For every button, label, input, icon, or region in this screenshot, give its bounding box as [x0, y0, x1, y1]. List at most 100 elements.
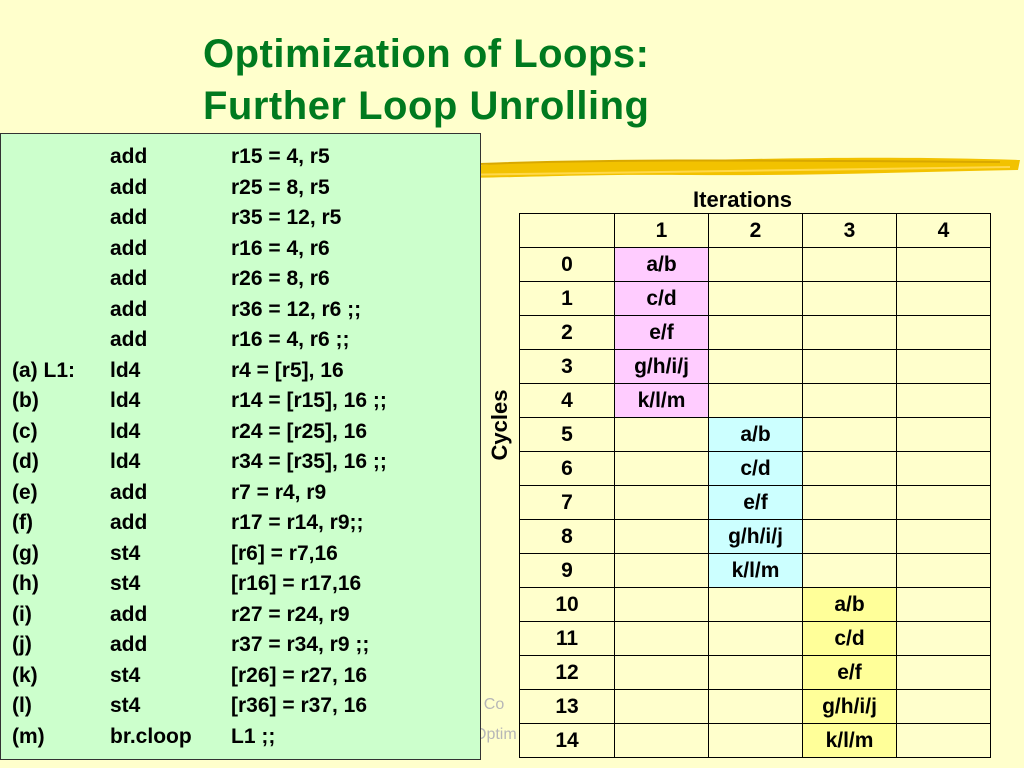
cycle-number: 10: [519, 587, 615, 622]
schedule-cell: k/l/m: [614, 383, 709, 418]
code-operands: r27 = r24, r9: [231, 602, 350, 626]
code-opcode: ld4: [110, 419, 141, 443]
code-opcode: st4: [110, 572, 141, 595]
schedule-row: 6 c/d: [519, 451, 991, 486]
code-label: (m): [12, 724, 45, 748]
slide-footer: - Co Optim: [474, 690, 517, 750]
code-line: (e) add r7 = r4, r9: [1, 478, 481, 508]
code-operands: r37 = r34, r9 ;;: [231, 633, 370, 656]
schedule-cell: [896, 451, 991, 486]
schedule-cell: [708, 689, 803, 724]
code-operands: r16 = 4, r6 ;;: [231, 328, 350, 351]
footer-line2: Optim: [474, 726, 517, 743]
iteration-header: 4: [896, 213, 991, 248]
schedule-cell: [802, 451, 897, 486]
cycle-number: 3: [519, 349, 615, 384]
schedule-cell: [896, 281, 991, 316]
brush-stroke-decoration: [440, 157, 1020, 178]
code-opcode: st4: [110, 694, 141, 717]
schedule-cell: [802, 417, 897, 452]
schedule-cell: g/h/i/j: [802, 689, 897, 724]
schedule-row: 7 e/f: [519, 485, 991, 520]
code-label: (j): [12, 633, 32, 656]
code-opcode: add: [110, 328, 148, 351]
schedule-cell: [614, 519, 709, 554]
schedule-row: 13 g/h/i/j: [519, 689, 991, 724]
footer-line1: - Co: [474, 696, 505, 713]
schedule-cell: [802, 315, 897, 350]
code-opcode: st4: [110, 663, 141, 687]
schedule-cell: [614, 451, 709, 486]
code-label: (d): [12, 450, 39, 473]
code-opcode: add: [110, 602, 148, 626]
schedule-row: 14 k/l/m: [519, 723, 991, 758]
schedule-cell: g/h/i/j: [708, 519, 803, 554]
code-operands: r26 = 8, r6: [231, 267, 330, 290]
code-operands: r24 = [r25], 16: [231, 419, 368, 443]
schedule-cell: c/d: [614, 281, 709, 316]
schedule-cell: [614, 655, 709, 690]
schedule-cell: c/d: [708, 451, 803, 486]
schedule-cell: [614, 689, 709, 724]
schedule-row: 0 a/b: [519, 247, 991, 282]
schedule-cell: [896, 655, 991, 690]
code-opcode: add: [110, 206, 148, 229]
schedule-cell: e/f: [802, 655, 897, 690]
schedule-cell: [802, 247, 897, 282]
code-opcode: add: [110, 145, 148, 168]
schedule-cell: [896, 485, 991, 520]
schedule-cell: [708, 383, 803, 418]
code-operands: r25 = 8, r5: [231, 175, 330, 199]
schedule-cell: [896, 383, 991, 418]
iteration-header: 1: [614, 213, 709, 248]
schedule-row: 11 c/d: [519, 621, 991, 656]
code-opcode: add: [110, 175, 148, 199]
schedule-cell: [802, 519, 897, 554]
code-operands: r16 = 4, r6: [231, 236, 330, 260]
schedule-cell: a/b: [614, 247, 709, 282]
cycle-number: 11: [519, 621, 615, 656]
schedule-cell: k/l/m: [708, 553, 803, 588]
schedule-row: 3 g/h/i/j: [519, 349, 991, 384]
schedule-cell: [896, 349, 991, 384]
code-operands: [r16] = r17,16: [231, 572, 362, 595]
schedule-cell: c/d: [802, 621, 897, 656]
schedule-cell: [614, 417, 709, 452]
schedule-cell: a/b: [802, 587, 897, 622]
schedule-cell: [802, 553, 897, 588]
iteration-header: 3: [802, 213, 897, 248]
cycle-number: 5: [519, 417, 615, 452]
schedule-row: 12 e/f: [519, 655, 991, 690]
code-line: (l) st4 [r36] = r37, 16: [1, 691, 481, 721]
code-line: (c) ld4 r24 = [r25], 16: [1, 417, 481, 447]
schedule-cell: [614, 485, 709, 520]
code-opcode: add: [110, 633, 148, 656]
schedule-cell: [896, 315, 991, 350]
schedule-cell: [614, 723, 709, 758]
iterations-label: Iterations: [693, 187, 793, 212]
schedule-cell: [896, 723, 991, 758]
cycle-number: 7: [519, 485, 615, 520]
code-operands: [r26] = r27, 16: [231, 663, 368, 687]
schedule-cell: a/b: [708, 417, 803, 452]
code-opcode: add: [110, 267, 148, 290]
code-line: add r16 = 4, r6 ;;: [1, 325, 481, 355]
cycle-number: 1: [519, 281, 615, 316]
schedule-cell: e/f: [614, 315, 709, 350]
code-operands: r36 = 12, r6 ;;: [231, 297, 362, 321]
code-operands: r34 = [r35], 16 ;;: [231, 450, 387, 473]
code-label: (l): [12, 694, 32, 717]
schedule-row: 1 c/d: [519, 281, 991, 316]
code-opcode: ld4: [110, 389, 141, 412]
schedule-cell: k/l/m: [802, 723, 897, 758]
schedule-cell: [614, 621, 709, 656]
schedule-cell: [896, 519, 991, 554]
schedule-row: 8 g/h/i/j: [519, 519, 991, 554]
code-line: add r26 = 8, r6: [1, 264, 481, 294]
schedule-cell: [896, 247, 991, 282]
cycle-number: 4: [519, 383, 615, 418]
schedule-cell: [896, 553, 991, 588]
code-line: add r25 = 8, r5: [1, 173, 481, 203]
slide-title-line2: Further Loop Unrolling: [203, 84, 650, 128]
schedule-cell: [802, 383, 897, 418]
